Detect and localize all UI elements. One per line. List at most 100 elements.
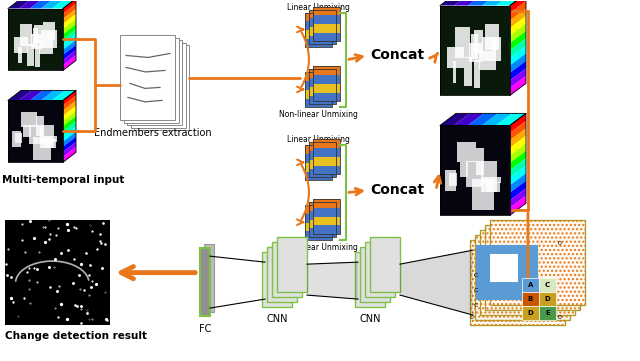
Polygon shape [63,132,76,147]
Bar [309,151,336,160]
Bar [305,73,332,107]
Text: 0: 0 [558,314,562,319]
Text: Concat: Concat [370,48,424,62]
Bar [440,125,510,215]
Polygon shape [52,90,76,100]
Text: C: C [474,273,478,278]
Bar [305,205,332,214]
Bar [313,166,340,174]
Bar [305,145,332,154]
Polygon shape [496,113,526,125]
Polygon shape [454,0,484,5]
Bar [370,237,400,292]
Polygon shape [468,0,498,5]
Bar [309,169,336,177]
Bar [539,278,556,292]
Bar [445,170,456,191]
Polygon shape [63,55,76,70]
Polygon shape [440,0,470,5]
Bar [313,199,340,208]
Bar [35,46,40,67]
Bar [305,205,332,240]
Bar [35,25,42,43]
Polygon shape [8,0,32,9]
Bar [204,244,214,312]
Text: A: A [528,282,533,288]
Bar [522,278,539,292]
Bar [485,225,580,310]
Polygon shape [510,53,526,73]
Bar [466,161,483,187]
Polygon shape [510,173,526,193]
Bar [472,179,494,210]
Bar [131,43,186,128]
Polygon shape [510,129,526,148]
Polygon shape [63,9,76,24]
Polygon shape [8,90,32,100]
Bar [18,47,22,63]
Bar [313,66,340,101]
Bar [309,220,336,229]
Bar [309,9,336,18]
Bar [490,220,585,305]
Bar [485,225,580,310]
Bar [120,35,175,120]
Polygon shape [63,90,76,105]
Bar [305,231,332,240]
Bar [313,15,340,24]
Bar [455,27,470,58]
Bar [522,306,539,320]
Bar [309,78,336,87]
Bar [313,148,340,157]
Polygon shape [510,143,526,163]
Bar [449,173,457,186]
Bar [262,252,292,307]
Bar [44,139,56,148]
Bar [484,25,499,49]
Bar [475,235,570,320]
Bar [305,13,332,47]
Bar [272,242,302,297]
Bar [309,142,336,151]
Polygon shape [41,90,65,100]
Polygon shape [52,0,76,9]
Bar [539,306,556,320]
Bar [313,24,340,33]
Bar [33,138,51,160]
Bar [309,96,336,104]
Bar [481,161,497,192]
Bar [305,163,332,171]
Bar [124,38,179,123]
Polygon shape [63,137,76,152]
Bar [305,73,332,81]
Polygon shape [440,113,470,125]
Polygon shape [63,111,76,126]
Polygon shape [63,40,76,55]
Polygon shape [510,158,526,178]
Bar [474,30,483,53]
Bar [486,182,500,192]
Bar [490,254,518,282]
Bar [309,69,336,78]
Polygon shape [19,0,43,9]
Bar [313,6,340,15]
Polygon shape [510,113,526,133]
Bar [305,154,332,163]
Polygon shape [307,262,358,299]
Bar [8,9,63,70]
Bar [27,44,34,66]
Polygon shape [510,0,526,13]
Polygon shape [63,96,76,111]
Bar [134,45,189,130]
Bar [457,142,476,162]
Text: D: D [545,296,550,302]
Bar [43,22,55,40]
Polygon shape [482,0,512,5]
Polygon shape [510,188,526,208]
Polygon shape [510,39,526,58]
Bar [313,139,340,148]
Bar [440,5,510,95]
Polygon shape [30,0,54,9]
Polygon shape [510,23,526,43]
Text: Linear Unmixing: Linear Unmixing [287,135,349,144]
